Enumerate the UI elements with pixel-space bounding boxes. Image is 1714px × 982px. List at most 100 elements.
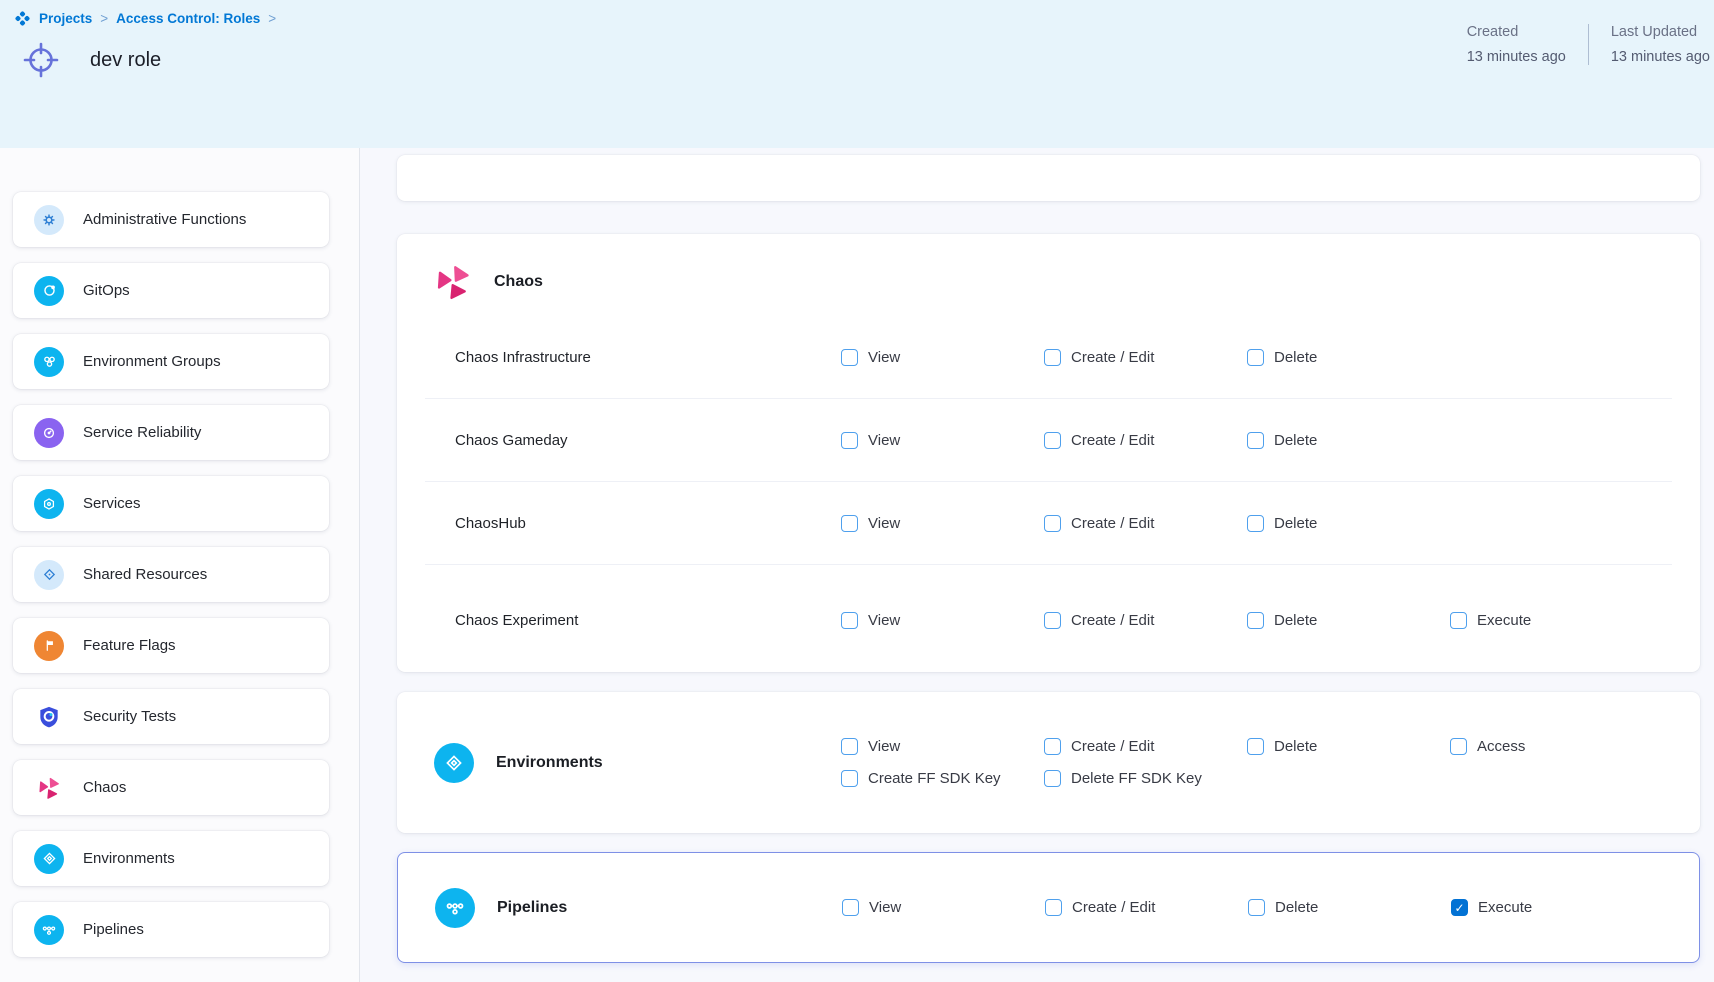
resource-label: Chaos Experiment [455, 611, 579, 629]
permission-view[interactable]: View [841, 348, 900, 366]
permission-delete[interactable]: Delete [1248, 899, 1318, 916]
permission-view[interactable]: View [841, 738, 900, 755]
permission-create-edit[interactable]: Create / Edit [1044, 611, 1155, 629]
sidebar-item-label: Shared Resources [83, 566, 208, 583]
permission-delete[interactable]: Delete [1247, 611, 1317, 629]
sidebar-item-shared-resources[interactable]: Shared Resources [13, 547, 329, 602]
resource-label: ChaosHub [455, 514, 526, 532]
created-meta: Created 13 minutes ago [1445, 24, 1588, 65]
permission-view[interactable]: View [841, 611, 900, 629]
permission-row-chaos-experiment: Chaos Experiment View Create / Edit Dele… [425, 564, 1672, 675]
page-title: dev role [90, 48, 162, 71]
last-updated-meta: Last Updated 13 minutes ago [1587, 24, 1714, 65]
checkbox-icon[interactable] [1247, 611, 1264, 629]
permission-view[interactable]: View [842, 899, 901, 916]
checkbox-icon[interactable] [841, 348, 858, 366]
permission-create-edit[interactable]: Create / Edit [1044, 738, 1154, 755]
checkbox-icon[interactable] [1450, 611, 1467, 629]
checkbox-icon[interactable] [1247, 348, 1264, 366]
sidebar-item-service-reliability[interactable]: Service Reliability [13, 405, 329, 460]
role-meta: Created 13 minutes ago Last Updated 13 m… [1445, 24, 1714, 65]
sidebar-item-label: Environment Groups [83, 353, 221, 370]
checkbox-icon[interactable] [1044, 514, 1061, 532]
permission-delete[interactable]: Delete [1247, 348, 1317, 366]
scrolled-card-partial [397, 155, 1700, 201]
breadcrumb-access-control-roles[interactable]: Access Control: Roles [116, 11, 261, 26]
checkbox-icon[interactable] [842, 899, 859, 916]
checkbox-icon[interactable] [1247, 431, 1264, 449]
resource-label: Chaos Infrastructure [455, 348, 591, 366]
sidebar-item-label: Pipelines [83, 921, 144, 938]
permission-access[interactable]: Access [1450, 738, 1525, 755]
permission-label: Create / Edit [1071, 431, 1155, 449]
chaos-icon [34, 773, 64, 803]
permission-create-edit[interactable]: Create / Edit [1045, 899, 1155, 916]
permission-label: Delete [1274, 738, 1318, 755]
sidebar-item-security-tests[interactable]: Security Tests [13, 689, 329, 744]
permission-label: Create / Edit [1071, 738, 1155, 755]
pipelines-permission-card[interactable]: Pipelines View Create / Edit Delete Ex [397, 852, 1700, 963]
shared-resources-icon [34, 559, 64, 590]
checkbox-icon[interactable] [841, 514, 858, 532]
created-label: Created [1466, 24, 1519, 40]
permission-label: Delete [1275, 899, 1319, 916]
permission-label: Create FF SDK Key [868, 770, 1001, 787]
pipelines-icon [34, 914, 64, 945]
permission-delete[interactable]: Delete [1247, 431, 1317, 449]
checkbox-icon[interactable] [841, 431, 858, 449]
checkbox-icon[interactable] [1248, 899, 1265, 916]
checkbox-icon[interactable] [841, 611, 858, 629]
checkbox-icon[interactable] [841, 770, 858, 787]
permission-delete[interactable]: Delete [1247, 514, 1317, 532]
sidebar-item-environments[interactable]: Environments [13, 831, 329, 886]
sidebar-item-label: Environments [83, 850, 175, 867]
environments-icon [434, 742, 474, 783]
permission-label: Create / Edit [1071, 611, 1155, 629]
checkbox-icon[interactable] [1044, 611, 1061, 629]
pipelines-icon [435, 887, 475, 928]
checkbox-icon[interactable] [1044, 348, 1061, 366]
checkbox-icon[interactable] [1450, 738, 1467, 755]
permission-create-ff-sdk-key[interactable]: Create FF SDK Key [841, 770, 1001, 787]
chaos-icon [433, 262, 473, 302]
sidebar-item-label: Service Reliability [83, 424, 202, 441]
gitops-icon [34, 275, 64, 306]
sidebar-item-gitops[interactable]: GitOps [13, 263, 329, 318]
sidebar-item-services[interactable]: Services [13, 476, 329, 531]
gear-icon [34, 204, 64, 235]
sidebar-item-administrative-functions[interactable]: Administrative Functions [13, 192, 329, 247]
sidebar-item-pipelines[interactable]: Pipelines [13, 902, 329, 957]
checkbox-icon[interactable] [1451, 899, 1468, 916]
permission-execute[interactable]: Execute [1450, 611, 1532, 629]
permission-create-edit[interactable]: Create / Edit [1044, 431, 1155, 449]
permission-label: View [869, 899, 902, 916]
sidebar-item-chaos[interactable]: Chaos [13, 760, 329, 815]
environments-permissions: View Create / Edit Delete Access [841, 738, 1653, 787]
sidebar-item-feature-flags[interactable]: Feature Flags [13, 618, 329, 673]
checkbox-icon[interactable] [841, 738, 858, 755]
permission-create-edit[interactable]: Create / Edit [1044, 348, 1154, 366]
sidebar-item-environment-groups[interactable]: Environment Groups [13, 334, 329, 389]
environment-groups-icon [34, 346, 64, 377]
checkbox-icon[interactable] [1044, 431, 1061, 449]
permission-delete-ff-sdk-key[interactable]: Delete FF SDK Key [1044, 770, 1202, 787]
permissions-panel: Chaos Chaos Infrastructure View Create /… [360, 148, 1714, 982]
permission-execute[interactable]: Execute [1451, 899, 1532, 916]
permission-view[interactable]: View [841, 514, 900, 532]
checkbox-icon[interactable] [1045, 899, 1062, 916]
checkbox-icon[interactable] [1044, 738, 1061, 755]
checkbox-icon[interactable] [1044, 770, 1061, 787]
permission-delete[interactable]: Delete [1247, 738, 1317, 755]
sidebar-item-label: GitOps [83, 282, 130, 299]
checkbox-icon[interactable] [1247, 738, 1264, 755]
breadcrumb-projects[interactable]: Projects [39, 11, 93, 26]
breadcrumb-separator: > [100, 11, 109, 26]
permission-create-edit[interactable]: Create / Edit [1044, 514, 1155, 532]
permission-label: Create / Edit [1072, 899, 1156, 916]
permission-view[interactable]: View [841, 431, 900, 449]
checkbox-icon[interactable] [1247, 514, 1264, 532]
permission-label: Create / Edit [1071, 514, 1155, 532]
permission-label: Execute [1477, 611, 1532, 629]
breadcrumb: Projects > Access Control: Roles > [14, 10, 1714, 27]
